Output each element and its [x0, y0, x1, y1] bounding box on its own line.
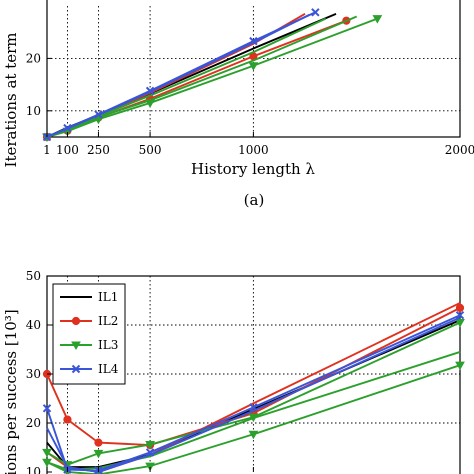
series-marker-3 [248, 62, 259, 71]
legend-marker [71, 316, 81, 326]
legend-label: IL1 [98, 290, 118, 304]
series-marker-4 [455, 361, 465, 371]
series-marker-6 [455, 310, 465, 320]
series-marker-4 [145, 462, 155, 472]
y-tick-label: 10 [26, 104, 41, 118]
chart-a-series [42, 8, 383, 143]
series-line-7 [46, 316, 461, 473]
y-tick-label: 20 [26, 51, 41, 65]
x-tick-label: 1000 [238, 143, 269, 157]
x-tick-label: 100 [56, 143, 79, 157]
series-line-2 [46, 13, 306, 138]
legend-box [52, 283, 126, 385]
chart-b-legend: IL1 IL2 IL3 IL4 [52, 283, 126, 385]
series-marker-3 [372, 15, 383, 24]
series-marker-3 [145, 441, 155, 450]
x-tick-label: 500 [139, 143, 162, 157]
chart-b-ylabel: ations per success [10³] [2, 309, 20, 474]
x-tick-label: 250 [87, 143, 110, 157]
series-marker-1 [94, 438, 103, 447]
x-tick-label: 1 [43, 143, 51, 157]
legend-label: IL2 [98, 314, 118, 328]
chart-a-ylabel: Iterations at term [2, 33, 20, 168]
chart-a-caption: (a) [244, 191, 265, 209]
y-tick-label: 50 [26, 269, 41, 283]
series-marker-1 [63, 415, 72, 424]
y-tick-label: 20 [26, 416, 41, 430]
series-marker-3 [42, 448, 52, 458]
series-marker-3 [455, 319, 465, 328]
series-marker-6 [42, 404, 52, 413]
chart-a-ticks: 1 100 250 500 1000 2000 10 20 [26, 51, 474, 157]
y-tick-label: 30 [26, 367, 41, 381]
chart-a-grid [47, 6, 460, 137]
chart-b-series [42, 302, 465, 474]
x-tick-label: 2000 [445, 143, 474, 157]
series-marker-3 [93, 449, 104, 459]
chart-a-xlabel: History length λ [191, 160, 315, 178]
legend-marker [71, 364, 81, 374]
legend-marker [71, 341, 81, 351]
y-tick-label: 40 [26, 318, 41, 332]
series-marker-6 [311, 8, 320, 17]
chart-b-ticks: 10 20 30 40 50 [26, 269, 254, 474]
legend-label: IL4 [98, 362, 119, 376]
legend-label: IL3 [98, 338, 118, 352]
series-marker-1 [455, 303, 465, 312]
y-tick-label: 10 [26, 465, 41, 474]
series-marker-4 [248, 430, 259, 440]
series-line-7 [46, 14, 310, 138]
